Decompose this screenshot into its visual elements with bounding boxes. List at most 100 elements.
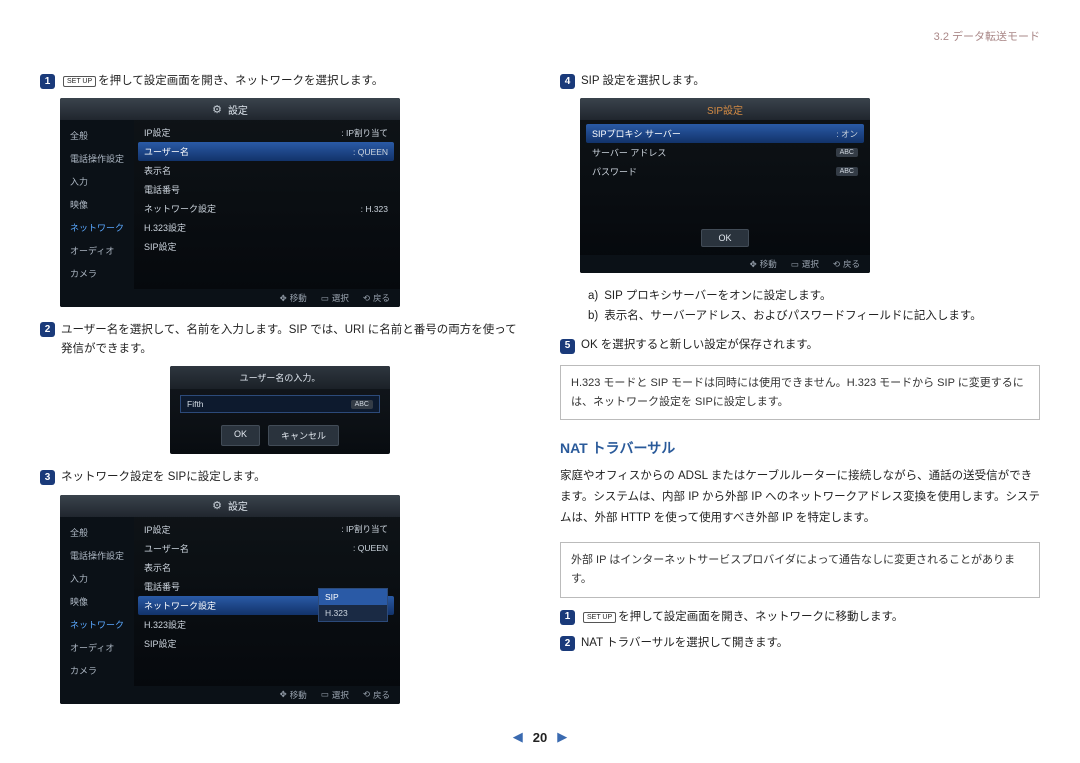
page-number: 20 (533, 730, 547, 745)
nat-paragraph: 家庭やオフィスからの ADSL またはケーブルルーターに接続しながら、通話の送受… (560, 466, 1040, 528)
sub-b-text: 表示名、サーバーアドレス、およびパスワードフィールドに記入します。 (604, 307, 982, 327)
nat-step2-text: NAT トラバーサルを選択して開きます。 (581, 634, 788, 652)
note-h323-sip: H.323 モードと SIP モードは同時には使用できません。H.323 モード… (560, 365, 1040, 420)
panel1-sidebar: 全般 電話操作設定 入力 映像 ネットワーク オーディオ カメラ (60, 120, 134, 289)
sidebar-item[interactable]: 全般 (60, 521, 134, 544)
panel1-footer: ✥移動 ▭選択 ⟲戻る (60, 289, 400, 307)
nat-heading: NAT トラバーサル (560, 438, 1040, 458)
abc-badge: ABC (836, 167, 858, 176)
row-network[interactable]: ネットワーク設定: H.323 (138, 199, 394, 218)
row-username[interactable]: ユーザー名: QUEEN (138, 142, 394, 161)
row-displayname[interactable]: 表示名 (138, 558, 394, 577)
sidebar-item[interactable]: カメラ (60, 262, 134, 285)
row-phone[interactable]: 電話番号 (138, 180, 394, 199)
row-username[interactable]: ユーザー名: QUEEN (138, 539, 394, 558)
panel3-ok-button[interactable]: OK (701, 229, 748, 247)
sidebar-item[interactable]: オーディオ (60, 636, 134, 659)
step-4: 4 SIP 設定を選択します。 (560, 72, 1040, 90)
sublist: a)SIP プロキシサーバーをオンに設定します。 b)表示名、サーバーアドレス、… (588, 287, 1040, 326)
step-2-text: ユーザー名を選択して、名前を入力します。SIP では、URI に名前と番号の両方… (61, 321, 520, 358)
step-3: 3 ネットワーク設定を SIPに設定します。 (40, 468, 520, 486)
sidebar-item[interactable]: 入力 (60, 170, 134, 193)
row-ip[interactable]: IP設定: IP割り当て (138, 520, 394, 539)
step-5: 5 OK を選択すると新しい設定が保存されます。 (560, 336, 1040, 354)
footer-select: ▭選択 (321, 689, 349, 701)
sidebar-item[interactable]: 入力 (60, 567, 134, 590)
footer-back: ⟲戻る (363, 292, 390, 304)
step-badge-5: 5 (560, 339, 575, 354)
sidebar-item[interactable]: 映像 (60, 193, 134, 216)
row-network[interactable]: ネットワーク設定 SIP H.323 (138, 596, 394, 615)
row-sip-proxy[interactable]: SIPプロキシ サーバー: オン (586, 124, 864, 143)
row-sip[interactable]: SIP設定 (138, 634, 394, 653)
dialog-input[interactable]: Fifth ABC (180, 395, 380, 413)
sidebar-item[interactable]: 電話操作設定 (60, 147, 134, 170)
row-sip[interactable]: SIP設定 (138, 237, 394, 256)
panel2-footer: ✥移動 ▭選択 ⟲戻る (60, 686, 400, 704)
step-1: 1 SET UPを押して設定画面を開き、ネットワークを選択します。 (40, 72, 520, 90)
panel1-title: 設定 (228, 102, 248, 117)
select-icon: ▭ (321, 689, 329, 700)
sidebar-item[interactable]: 映像 (60, 590, 134, 613)
settings-panel-2: ⚙ 設定 全般 電話操作設定 入力 映像 ネットワーク オーディオ カメラ IP… (60, 495, 400, 704)
step-badge-2: 2 (40, 322, 55, 337)
footer-back: ⟲戻る (363, 689, 390, 701)
dropdown-item-h323[interactable]: H.323 (319, 605, 387, 621)
sidebar-item-network[interactable]: ネットワーク (60, 613, 134, 636)
select-icon: ▭ (791, 259, 799, 270)
dialog-input-value: Fifth (187, 399, 204, 409)
select-icon: ▭ (321, 293, 329, 304)
sidebar-item[interactable]: 電話操作設定 (60, 544, 134, 567)
panel2-sidebar: 全般 電話操作設定 入力 映像 ネットワーク オーディオ カメラ (60, 517, 134, 686)
sidebar-item[interactable]: オーディオ (60, 239, 134, 262)
step-5-text: OK を選択すると新しい設定が保存されます。 (581, 336, 818, 354)
abc-badge: ABC (836, 148, 858, 157)
sidebar-item-network[interactable]: ネットワーク (60, 216, 134, 239)
step-4-text: SIP 設定を選択します。 (581, 72, 705, 90)
step-2: 2 ユーザー名を選択して、名前を入力します。SIP では、URI に名前と番号の… (40, 321, 520, 358)
sidebar-item[interactable]: カメラ (60, 659, 134, 682)
row-displayname[interactable]: 表示名 (138, 161, 394, 180)
footer-move: ✥移動 (750, 258, 777, 270)
panel3-main: SIPプロキシ サーバー: オン サーバー アドレスABC パスワードABC (580, 120, 870, 223)
note-external-ip: 外部 IP はインターネットサービスプロバイダによって通告なしに変更されることが… (560, 542, 1040, 597)
setup-key: SET UP (63, 76, 96, 87)
panel2-main: IP設定: IP割り当て ユーザー名: QUEEN 表示名 電話番号 ネットワー… (134, 517, 400, 686)
panel2-title: 設定 (228, 498, 248, 513)
network-dropdown[interactable]: SIP H.323 (318, 588, 388, 622)
back-icon: ⟲ (363, 293, 370, 304)
settings-panel-1: ⚙ 設定 全般 電話操作設定 入力 映像 ネットワーク オーディオ カメラ IP… (60, 98, 400, 307)
row-h323[interactable]: H.323設定 (138, 218, 394, 237)
step-1-text: を押して設定画面を開き、ネットワークを選択します。 (98, 75, 383, 87)
panel1-main: IP設定: IP割り当て ユーザー名: QUEEN 表示名 電話番号 ネットワー… (134, 120, 400, 289)
gear-icon: ⚙ (212, 499, 222, 512)
page-footer: ◀ 20 ▶ (0, 729, 1080, 745)
row-password[interactable]: パスワードABC (586, 162, 864, 181)
dropdown-item-sip[interactable]: SIP (319, 589, 387, 605)
next-page-arrow[interactable]: ▶ (557, 729, 567, 745)
panel2-titlebar: ⚙ 設定 (60, 495, 400, 517)
panel3-footer: ✥移動 ▭選択 ⟲戻る (580, 255, 870, 273)
dialog-title: ユーザー名の入力。 (170, 366, 390, 389)
move-icon: ✥ (280, 293, 287, 304)
setup-key: SET UP (583, 612, 616, 623)
dialog-cancel-button[interactable]: キャンセル (268, 425, 339, 446)
step-badge-2b: 2 (560, 636, 575, 651)
nat-step-2: 2 NAT トラバーサルを選択して開きます。 (560, 634, 1040, 652)
step-badge-1b: 1 (560, 610, 575, 625)
sidebar-item[interactable]: 全般 (60, 124, 134, 147)
row-server-address[interactable]: サーバー アドレスABC (586, 143, 864, 162)
section-header: 3.2 データ転送モード (934, 28, 1040, 44)
footer-select: ▭選択 (321, 292, 349, 304)
gear-icon: ⚙ (212, 103, 222, 116)
abc-badge: ABC (351, 400, 373, 409)
step-badge-1: 1 (40, 74, 55, 89)
sub-b-label: b) (588, 307, 598, 327)
dialog-ok-button[interactable]: OK (221, 425, 260, 446)
footer-move: ✥移動 (280, 292, 307, 304)
prev-page-arrow[interactable]: ◀ (513, 729, 523, 745)
row-ip[interactable]: IP設定: IP割り当て (138, 123, 394, 142)
back-icon: ⟲ (833, 259, 840, 270)
footer-select: ▭選択 (791, 258, 819, 270)
step-badge-3: 3 (40, 470, 55, 485)
